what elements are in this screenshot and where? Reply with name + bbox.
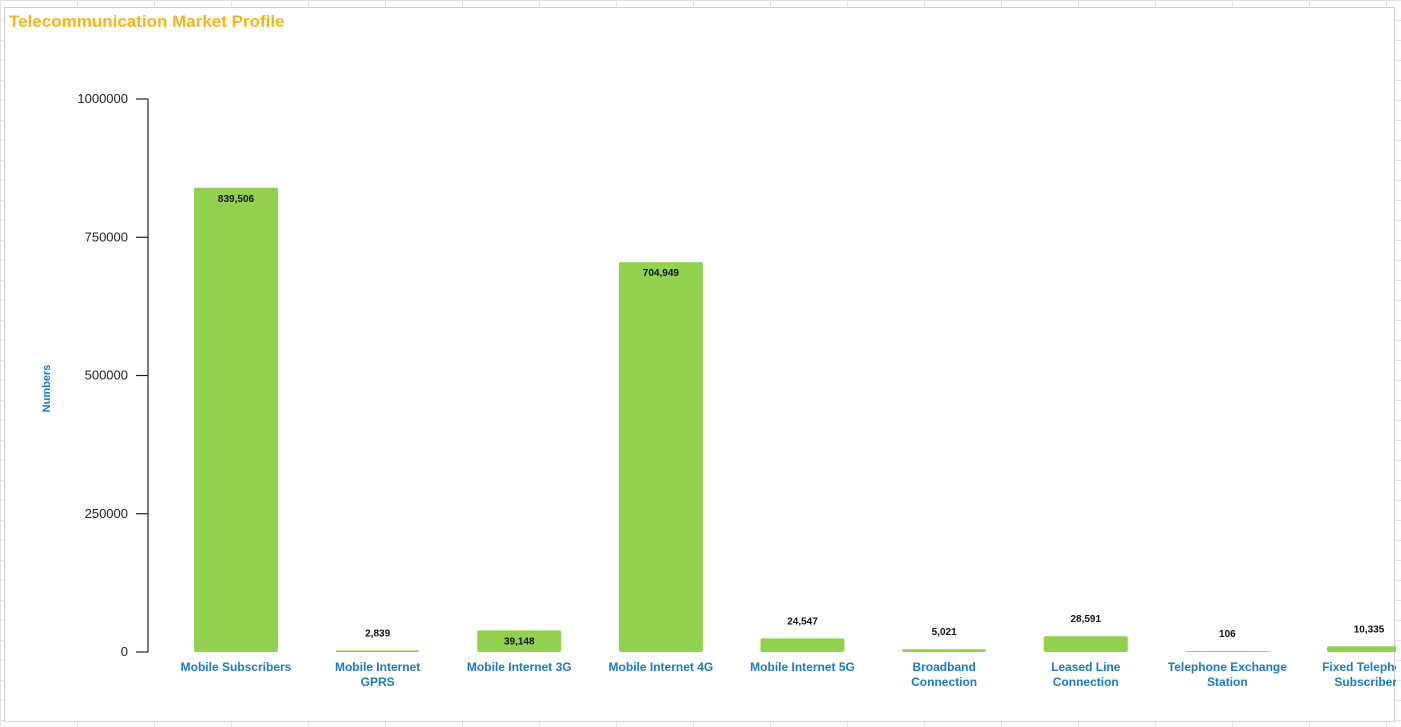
data-label-1: 2,839 xyxy=(365,628,390,639)
chart-area[interactable]: Telecommunication Market Profile 0 250000… xyxy=(4,7,1396,722)
category-label-8: Subscribers xyxy=(1334,675,1396,689)
category-label-1: GPRS xyxy=(361,675,395,689)
bar-0 xyxy=(194,187,278,653)
bar-chart: 0 250000 500000 750000 1000000 Numbers 839,506… xyxy=(41,91,1396,689)
chart-title: Telecommunication Market Profile xyxy=(9,12,285,31)
bar-4 xyxy=(760,638,845,652)
bar-2 xyxy=(477,630,562,652)
category-label-1: Mobile Internet xyxy=(335,660,420,674)
data-label-4: 24,547 xyxy=(787,616,818,627)
category-label-6: Leased Line xyxy=(1051,660,1121,674)
bar-1 xyxy=(335,650,420,652)
y-tick-label: 1000000 xyxy=(77,91,128,106)
y-tick-label: 500000 xyxy=(85,368,128,383)
category-label-4: Mobile Internet 5G xyxy=(750,660,855,674)
category-label-7: Telephone Exchange xyxy=(1168,660,1287,674)
bar-7 xyxy=(1185,651,1270,652)
bar-3 xyxy=(618,262,703,652)
category-label-7: Station xyxy=(1207,675,1248,689)
data-label-8: 10,335 xyxy=(1354,624,1385,635)
category-label-3: Mobile Internet 4G xyxy=(609,660,714,674)
data-label-6: 28,591 xyxy=(1070,614,1101,625)
category-label-2: Mobile Internet 3G xyxy=(467,660,572,674)
data-label-7: 106 xyxy=(1219,629,1236,640)
data-label-3: 704,949 xyxy=(643,268,680,279)
y-tick-label: 750000 xyxy=(85,229,128,244)
category-label-8: Fixed Telephone xyxy=(1322,660,1396,674)
bar-8 xyxy=(1327,646,1396,652)
bar-6 xyxy=(1043,636,1128,652)
y-axis-title: Numbers xyxy=(41,365,53,413)
data-label-5: 5,021 xyxy=(932,627,957,638)
y-tick-label: 250000 xyxy=(85,506,128,521)
bar-5 xyxy=(902,649,987,652)
category-label-6: Connection xyxy=(1053,675,1119,689)
data-label-0: 839,506 xyxy=(218,194,255,205)
category-label-5: Broadband xyxy=(912,660,975,674)
category-label-0: Mobile Subscribers xyxy=(181,660,292,674)
y-tick-label: 0 xyxy=(121,644,128,659)
category-label-5: Connection xyxy=(911,675,977,689)
data-label-2: 39,148 xyxy=(504,636,535,647)
